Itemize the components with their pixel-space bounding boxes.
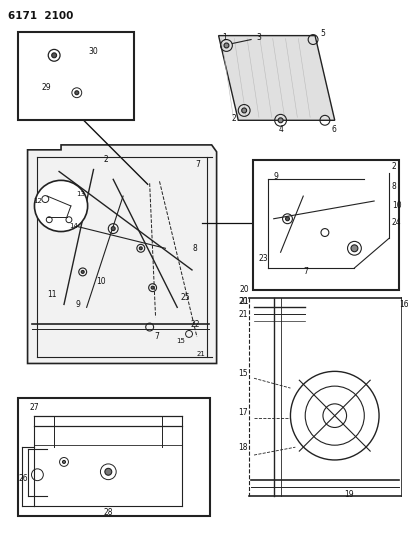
Circle shape (351, 245, 358, 252)
Text: 9: 9 (76, 300, 81, 309)
Text: 1: 1 (222, 33, 227, 42)
Text: 7: 7 (303, 268, 308, 277)
Text: 8: 8 (392, 182, 397, 191)
Text: 26: 26 (19, 474, 28, 483)
Text: 25: 25 (180, 293, 190, 302)
Text: 9: 9 (274, 172, 279, 181)
Text: 20: 20 (239, 285, 249, 294)
Text: 5: 5 (320, 29, 325, 38)
Text: 11: 11 (48, 290, 57, 299)
Text: 10: 10 (392, 201, 401, 211)
Circle shape (224, 43, 229, 48)
Circle shape (52, 53, 57, 58)
Text: 3: 3 (256, 33, 261, 42)
Circle shape (62, 461, 65, 463)
Text: 21: 21 (239, 297, 249, 306)
Circle shape (278, 118, 283, 123)
Text: 20: 20 (239, 297, 248, 306)
Ellipse shape (34, 180, 88, 231)
Polygon shape (219, 36, 335, 120)
Text: 15: 15 (176, 338, 185, 344)
Text: 6171  2100: 6171 2100 (8, 11, 73, 21)
Text: 16: 16 (399, 300, 408, 309)
Text: 21: 21 (239, 310, 248, 319)
Text: 19: 19 (345, 490, 354, 499)
Text: 28: 28 (104, 507, 113, 516)
Text: 18: 18 (239, 443, 248, 451)
Text: 24: 24 (392, 218, 401, 227)
Text: 13: 13 (76, 191, 85, 197)
Text: 7: 7 (195, 160, 200, 169)
Bar (18, 398, 210, 516)
Text: 30: 30 (89, 47, 98, 56)
Text: 21: 21 (197, 351, 206, 357)
Text: 2: 2 (104, 155, 109, 164)
Text: 15: 15 (239, 369, 248, 378)
Text: 27: 27 (29, 403, 39, 413)
Text: 10: 10 (96, 277, 106, 286)
Text: 23: 23 (259, 254, 268, 263)
Text: 22: 22 (190, 320, 200, 329)
Circle shape (139, 247, 142, 250)
Circle shape (111, 227, 115, 231)
Text: 6: 6 (332, 125, 337, 134)
Text: 12: 12 (33, 198, 42, 204)
Circle shape (81, 270, 84, 273)
Text: 2: 2 (392, 162, 397, 171)
Text: 7: 7 (155, 333, 160, 342)
Text: 14: 14 (69, 223, 78, 229)
Text: 29: 29 (41, 83, 51, 92)
Polygon shape (28, 145, 217, 364)
Text: 8: 8 (193, 244, 198, 253)
Circle shape (105, 469, 112, 475)
Circle shape (75, 91, 79, 95)
Circle shape (242, 108, 246, 113)
Circle shape (286, 217, 289, 221)
Text: 17: 17 (239, 408, 248, 417)
Circle shape (151, 286, 154, 289)
Text: 2: 2 (232, 114, 236, 123)
Text: 4: 4 (278, 125, 283, 134)
Bar (253, 160, 399, 289)
Bar (18, 31, 134, 120)
